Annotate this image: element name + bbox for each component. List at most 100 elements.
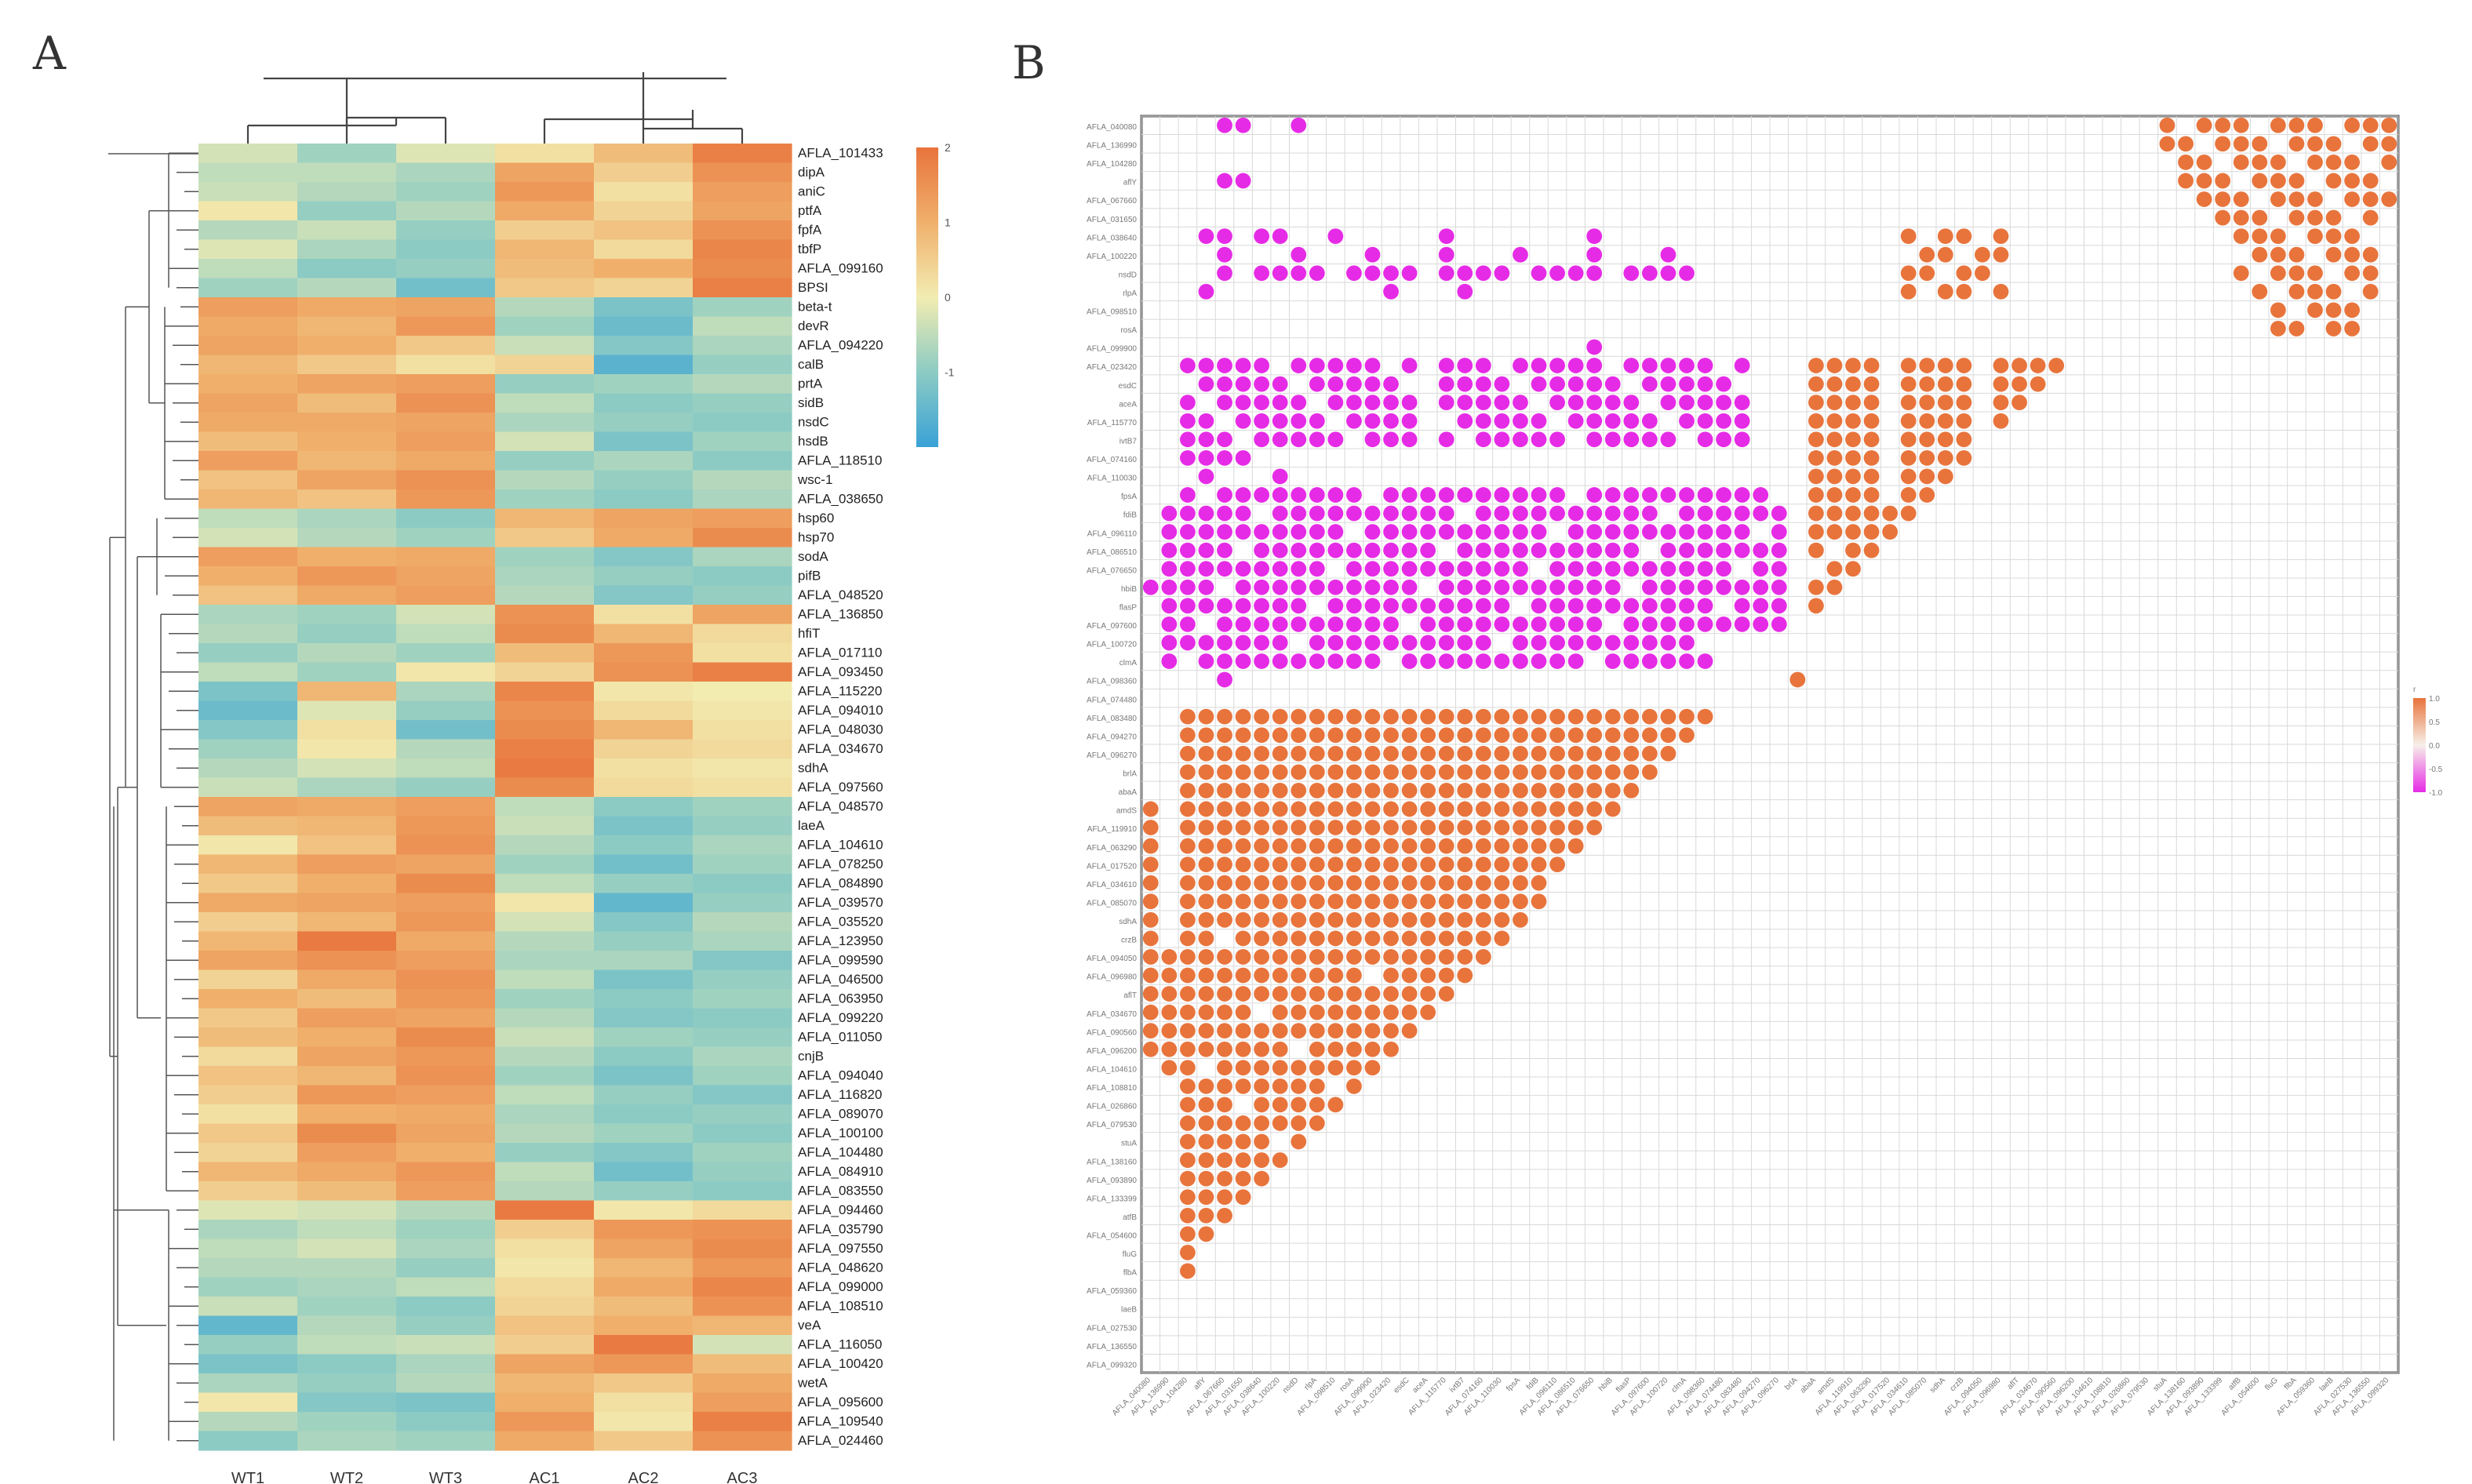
heatmap-cell xyxy=(198,1143,298,1163)
correlation-dot xyxy=(1438,246,1454,263)
heatmap-cell xyxy=(495,1123,595,1144)
heatmap-cell xyxy=(495,201,595,221)
correlation-dot xyxy=(1457,524,1473,540)
correlation-dot xyxy=(2196,117,2212,133)
heatmap-cell xyxy=(297,1297,397,1317)
heatmap-cell xyxy=(198,662,298,682)
correlation-dot xyxy=(1309,1097,1325,1113)
correlation-dot xyxy=(1254,875,1270,891)
heatmap-row-label: AFLA_094220 xyxy=(798,338,883,353)
correlation-dot xyxy=(2307,302,2323,318)
correlation-dot xyxy=(1235,875,1251,891)
correlation-dot xyxy=(1604,505,1621,522)
correlation-dot xyxy=(2362,246,2379,263)
correlation-dot xyxy=(1513,745,1528,762)
correlation-dot xyxy=(1494,708,1510,725)
correlation-dot xyxy=(1327,542,1344,558)
correlation-dot xyxy=(1660,376,1677,392)
correlation-dot xyxy=(1235,930,1251,947)
correlation-dot xyxy=(1235,986,1251,1002)
heatmap-cell xyxy=(297,777,397,798)
correlation-dot xyxy=(1272,653,1288,669)
correlation-dot xyxy=(1549,598,1565,614)
correlation-dot xyxy=(1586,413,1603,429)
correlation-dot xyxy=(2252,228,2268,245)
correlation-dot xyxy=(1641,561,1658,577)
heatmap-cell xyxy=(396,182,496,202)
heatmap-cell xyxy=(495,431,595,452)
correlation-y-label: fluG xyxy=(1123,1250,1138,1259)
correlation-dot xyxy=(1567,616,1584,632)
correlation-dot xyxy=(1438,986,1454,1002)
correlation-dot xyxy=(1549,376,1565,392)
correlation-dot xyxy=(1567,764,1584,780)
correlation-dot xyxy=(1753,616,1769,632)
correlation-dot xyxy=(1586,246,1603,263)
correlation-dot xyxy=(1364,505,1381,522)
correlation-dot xyxy=(1993,228,2009,245)
heatmap-cell xyxy=(594,451,694,471)
correlation-dot xyxy=(1623,616,1640,632)
correlation-dot xyxy=(1937,228,1953,245)
correlation-dot xyxy=(1494,598,1510,614)
correlation-dot xyxy=(1623,395,1640,411)
correlation-dot xyxy=(1401,820,1418,835)
correlation-dot xyxy=(1180,449,1196,466)
correlation-dot xyxy=(1309,949,1325,965)
correlation-dot xyxy=(1198,283,1214,300)
correlation-dot xyxy=(1254,376,1270,392)
correlation-dot xyxy=(2011,358,2027,373)
heatmap-cell xyxy=(495,700,595,721)
correlation-dot xyxy=(1254,801,1270,817)
correlation-dot xyxy=(1679,579,1695,595)
correlation-dot xyxy=(1217,265,1232,282)
correlation-dot xyxy=(2362,283,2379,300)
correlation-dot xyxy=(1549,358,1565,373)
correlation-dot xyxy=(1420,857,1436,873)
correlation-dot xyxy=(1845,561,1861,577)
correlation-dot xyxy=(1586,265,1603,282)
correlation-dot xyxy=(1919,376,1935,392)
correlation-dot xyxy=(1346,413,1362,429)
heatmap-cell xyxy=(594,1412,694,1432)
correlation-dot xyxy=(1235,1060,1251,1076)
correlation-dot xyxy=(1383,376,1399,392)
correlation-dot xyxy=(1641,265,1658,282)
heatmap-cell xyxy=(495,1373,595,1394)
correlation-dot xyxy=(1919,468,1935,485)
correlation-dot xyxy=(1142,949,1159,965)
correlation-y-label: AFLA_034670 xyxy=(1087,1010,1137,1019)
correlation-dot xyxy=(1272,376,1288,392)
correlation-dot xyxy=(1919,358,1935,373)
correlation-dot xyxy=(1494,857,1510,873)
correlation-dot xyxy=(1438,764,1454,780)
correlation-dot xyxy=(1235,949,1251,965)
heatmap-cell xyxy=(495,508,595,529)
correlation-dot xyxy=(1475,265,1491,282)
correlation-y-label: AFLA_097600 xyxy=(1087,622,1137,631)
correlation-y-label: AFLA_074160 xyxy=(1087,456,1137,464)
correlation-dot xyxy=(1198,358,1214,373)
correlation-dot xyxy=(1623,561,1640,577)
correlation-dot xyxy=(1900,431,1917,448)
correlation-dot xyxy=(1161,524,1178,540)
correlation-dot xyxy=(1531,487,1547,503)
correlation-dot xyxy=(1309,820,1325,835)
correlation-dot xyxy=(1291,745,1307,762)
heatmap-cell xyxy=(594,1066,694,1086)
heatmap-cell xyxy=(693,508,792,529)
heatmap-column-label: WT2 xyxy=(330,1470,363,1484)
heatmap-cell xyxy=(693,1392,792,1413)
correlation-dot xyxy=(1475,505,1491,522)
correlation-dot xyxy=(1327,505,1344,522)
correlation-dot xyxy=(1272,1097,1288,1113)
correlation-dot xyxy=(1457,376,1473,392)
correlation-dot xyxy=(1346,542,1362,558)
correlation-dot xyxy=(1235,820,1251,835)
correlation-dot xyxy=(1198,764,1214,780)
correlation-dot xyxy=(1235,173,1251,189)
correlation-dot xyxy=(1180,1097,1196,1113)
heatmap-cell xyxy=(297,278,397,298)
heatmap-cell xyxy=(198,1104,298,1125)
correlation-dot xyxy=(1513,875,1528,891)
